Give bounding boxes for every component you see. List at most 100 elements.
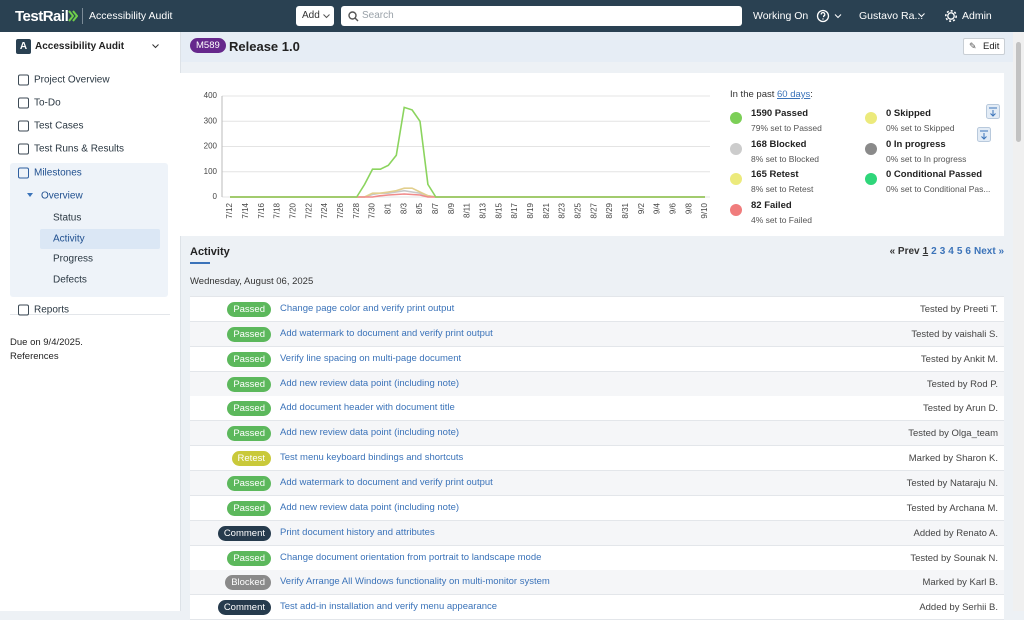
page-link[interactable]: 4 [948,246,954,257]
y-tick-label: 200 [204,142,218,151]
status-badge: Passed [227,401,271,417]
activity-user: Tested by Ankit M. [920,353,998,365]
summary-intro: In the past 60 days: [730,89,813,100]
divider [10,314,170,315]
y-tick-label: 100 [204,167,218,176]
edit-button[interactable]: ✎ Edit [963,38,1005,55]
milestone-id: M589 [190,38,226,53]
admin-link[interactable]: Admin [962,10,992,22]
help-menu[interactable] [816,9,844,23]
nav-item[interactable]: Reports [34,304,70,316]
x-tick-label: 7/20 [288,202,297,218]
status-badge: Passed [227,550,271,566]
page-link[interactable]: Next » [973,246,1004,257]
colon: : [810,89,813,100]
test-link[interactable]: Verify line spacing on multi-page docume… [280,352,462,364]
x-tick-label: 9/10 [700,202,709,218]
test-link[interactable]: Add new review data point (including not… [280,501,460,513]
logo[interactable]: TestRail [15,8,69,25]
test-link[interactable]: Change document orientation from portrai… [280,551,542,563]
summary-detail: 0% set to In progress [886,153,967,164]
x-tick-label: 7/30 [368,202,377,218]
x-tick-label: 9/8 [684,202,693,214]
activity-user: Added by Serhii B. [919,602,998,614]
activity-date: Wednesday, August 06, 2025 [190,276,314,287]
divider [190,296,1004,297]
working-on[interactable]: Working On [753,10,809,22]
page-link[interactable]: 2 [931,246,937,257]
nav-item[interactable]: Overview [41,190,83,202]
test-link[interactable]: Add watermark to document and verify pri… [280,327,493,339]
test-link[interactable]: Test menu keyboard bindings and shortcut… [280,452,464,464]
activity-row: Passed Change document orientation from p… [190,545,1004,571]
test-link[interactable]: Add watermark to document and verify pri… [280,476,493,488]
chevron [323,14,330,19]
export-image[interactable] [986,104,1000,119]
export-csv[interactable] [977,127,991,142]
nav-subitem[interactable]: Progress [53,253,94,265]
x-tick-label: 8/15 [494,202,503,218]
nav-subitem[interactable]: Activity [53,233,85,245]
activity-user: Tested by Rod P. [926,378,998,390]
activity-row: Retest Test menu keyboard bindings and sh… [190,446,1004,472]
x-tick-label: 7/14 [241,202,250,218]
page-link[interactable]: 5 [956,246,963,257]
x-tick-label: 8/29 [605,202,614,218]
status-badge: Blocked [225,575,271,591]
add-button[interactable]: Add [296,6,334,26]
x-tick-label: 8/11 [463,202,472,218]
summary-detail: 0% set to Conditional Pas... [886,184,991,194]
sidebar: A Accessibility Audit Project Overview To… [0,32,181,611]
test-link[interactable]: Add new review data point (including not… [280,427,460,439]
project-selector[interactable]: Accessibility Audit [35,41,125,52]
nav-item[interactable]: Milestones [34,167,82,179]
nav-item[interactable]: Test Cases [34,120,84,132]
scroll-thumb[interactable] [1016,42,1021,142]
activity-user: Tested by Archana M. [906,502,998,514]
x-tick-label: 8/21 [542,202,551,218]
x-tick-label: 9/4 [653,202,662,214]
activity-user: Marked by Karl B. [922,577,999,589]
activity-user: Tested by Olga_team [908,428,998,440]
page-link[interactable]: 6 [965,246,971,257]
period-link[interactable]: 60 days [777,89,811,100]
nav-subitem[interactable]: Defects [53,274,87,286]
divider [82,8,83,24]
nav-icon [18,120,29,132]
test-link[interactable]: Add new review data point (including not… [280,377,460,389]
test-link[interactable]: Verify Arrange All Windows functionality… [280,576,550,588]
milestone-header: M589 Release 1.0 ✎ Edit [181,32,1013,62]
nav-item[interactable]: Project Overview [34,74,110,86]
series-line [230,189,705,198]
nav-subitem[interactable]: Status [53,212,82,224]
gear-icon [945,10,957,22]
activity-row: Passed Change page color and verify print… [190,297,1004,322]
x-tick-label: 8/19 [526,202,535,218]
page-link[interactable]: « Prev [889,246,920,257]
activity-row: Passed Add watermark to document and veri… [190,321,1004,347]
nav-item[interactable]: To-Do [34,97,61,109]
logo-icon [68,10,78,22]
test-link[interactable]: Print document history and attributes [280,526,435,538]
project-name[interactable]: Accessibility Audit [89,10,173,22]
x-tick-label: 7/16 [257,202,266,218]
search-placeholder: Search [362,10,394,21]
nav-icon [18,74,29,86]
x-tick-label: 8/9 [447,202,456,214]
page-link[interactable]: 3 [939,246,946,257]
summary-title: 168 Blocked [751,138,807,150]
activity-row: Blocked Verify Arrange All Windows functi… [190,570,1004,596]
chevron [152,44,159,49]
status-dot [730,142,742,155]
test-link[interactable]: Change page color and verify print outpu… [280,303,455,314]
activity-row: Passed Add new review data point (includi… [190,421,1004,447]
status-dot [865,112,877,124]
activity-row: Passed Add new review data point (includi… [190,371,1004,397]
test-link[interactable]: Test add-in installation and verify menu… [280,601,498,613]
user-menu[interactable]: Gustavo Ra... [859,10,924,22]
nav-item[interactable]: Test Runs & Results [34,143,125,155]
search-box[interactable]: Search [341,6,742,26]
test-link[interactable]: Add document header with document title [280,402,455,414]
page-link: 1 [922,246,929,257]
status-badge: Passed [227,302,271,317]
